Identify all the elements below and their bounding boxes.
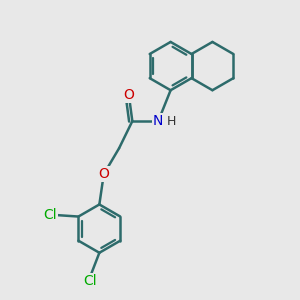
Text: O: O	[98, 167, 109, 181]
Text: Cl: Cl	[84, 274, 97, 288]
Text: O: O	[123, 88, 134, 102]
Text: N: N	[153, 114, 164, 128]
Text: H: H	[167, 115, 176, 128]
Text: Cl: Cl	[43, 208, 57, 222]
